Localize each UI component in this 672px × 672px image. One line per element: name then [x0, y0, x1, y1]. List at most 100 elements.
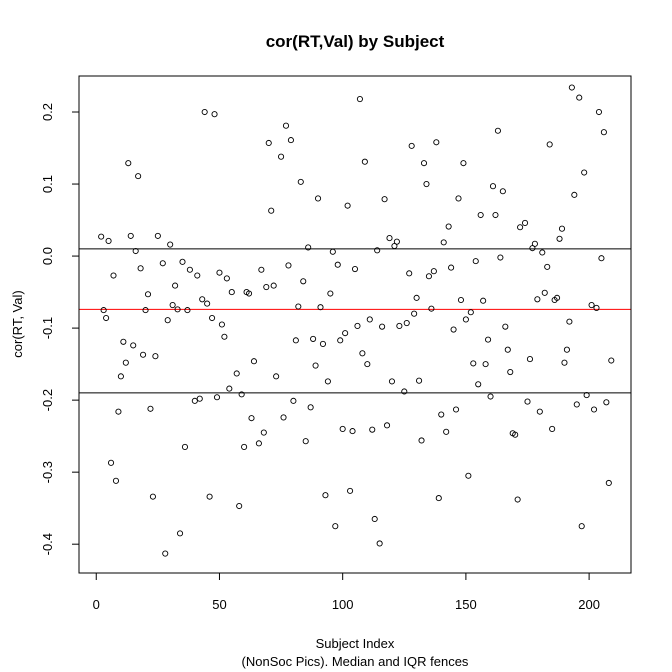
data-point — [339, 425, 346, 432]
data-point — [487, 393, 494, 400]
data-point — [179, 258, 186, 265]
y-tick-label: 0.2 — [40, 103, 55, 121]
data-point — [593, 304, 600, 311]
data-point — [270, 282, 277, 289]
data-point — [176, 530, 184, 537]
data-point — [546, 141, 553, 148]
data-point — [465, 472, 472, 479]
data-point — [135, 173, 142, 180]
data-point — [455, 195, 462, 202]
data-point — [457, 296, 465, 304]
data-point — [507, 368, 514, 376]
data-point — [280, 414, 287, 421]
data-point — [554, 294, 561, 301]
data-point — [489, 183, 497, 190]
y-axis-label: cor(RT, Val) — [10, 290, 25, 357]
data-point — [152, 353, 159, 360]
data-point — [452, 406, 460, 413]
data-point — [411, 310, 418, 317]
data-point — [556, 235, 563, 242]
data-point — [322, 492, 329, 499]
data-point — [566, 318, 573, 325]
data-point — [324, 378, 331, 385]
data-point — [221, 333, 228, 340]
data-point — [418, 437, 425, 444]
y-tick-label: -0.4 — [40, 533, 55, 555]
data-point — [603, 399, 610, 406]
data-point — [381, 196, 388, 203]
data-point — [103, 314, 110, 322]
data-point — [186, 266, 193, 273]
y-tick-label: -0.1 — [40, 317, 55, 339]
data-point — [334, 261, 341, 268]
data-point — [445, 223, 452, 230]
data-point — [435, 495, 442, 502]
data-point — [142, 307, 149, 314]
y-tick-label: 0.0 — [40, 247, 55, 265]
data-point — [497, 254, 504, 261]
data-point — [512, 431, 519, 438]
data-point — [127, 232, 134, 239]
data-point — [216, 269, 223, 276]
data-point — [571, 191, 578, 198]
data-point — [482, 361, 489, 368]
data-point — [241, 443, 248, 450]
data-point — [558, 225, 566, 232]
data-point — [255, 440, 262, 447]
x-tick-label: 200 — [578, 597, 600, 612]
data-point — [213, 394, 221, 401]
data-point — [605, 479, 612, 487]
data-point — [443, 428, 450, 435]
data-point — [477, 211, 484, 219]
data-point — [347, 487, 354, 494]
data-point — [428, 305, 435, 312]
data-point — [292, 337, 299, 344]
data-point — [260, 429, 267, 436]
data-point — [383, 422, 391, 429]
data-point — [524, 398, 531, 405]
data-point — [420, 160, 428, 167]
data-point — [218, 321, 225, 328]
data-point — [100, 307, 107, 314]
data-point — [307, 404, 314, 411]
data-point — [541, 289, 548, 296]
data-point — [268, 207, 275, 214]
data-point — [568, 84, 575, 91]
data-point — [351, 265, 359, 273]
data-point — [573, 401, 580, 408]
data-point — [450, 326, 457, 333]
data-point — [154, 232, 161, 239]
data-point — [98, 233, 105, 240]
data-point — [144, 291, 152, 298]
data-point — [366, 316, 373, 323]
data-point — [110, 272, 117, 279]
data-point — [112, 477, 120, 484]
data-point — [536, 408, 543, 415]
data-point — [369, 426, 376, 433]
data-point — [312, 362, 319, 369]
x-axis-label: Subject Index — [316, 636, 395, 651]
data-point — [290, 397, 297, 404]
data-point — [595, 108, 603, 116]
data-point — [413, 294, 420, 301]
data-point — [460, 160, 467, 167]
data-point — [408, 142, 415, 149]
data-point — [433, 139, 440, 146]
data-point — [233, 370, 240, 377]
data-point — [236, 502, 243, 510]
data-point — [549, 425, 556, 432]
data-point — [226, 385, 233, 392]
data-point — [310, 335, 317, 342]
data-point — [485, 336, 492, 343]
data-point — [472, 258, 479, 265]
data-point — [608, 357, 615, 364]
data-point — [544, 263, 551, 270]
data-point — [406, 270, 413, 277]
data-point — [393, 238, 400, 245]
data-point — [440, 239, 447, 246]
data-point — [504, 346, 511, 353]
data-point — [534, 296, 541, 303]
y-tick-label: -0.3 — [40, 461, 55, 483]
data-point — [376, 540, 383, 547]
data-point — [194, 272, 201, 279]
